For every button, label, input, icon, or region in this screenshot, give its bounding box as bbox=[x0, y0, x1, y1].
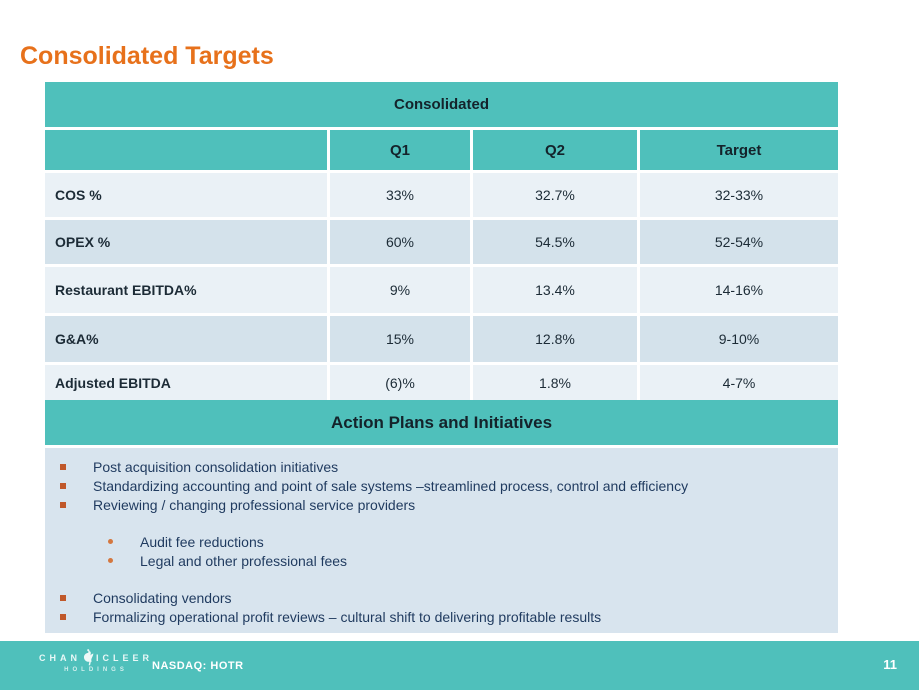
logo-text-left: CHAN bbox=[38, 652, 81, 663]
column-header-blank bbox=[45, 130, 327, 170]
cell-q1: (6)% bbox=[330, 365, 470, 401]
cell-target: 4-7% bbox=[640, 365, 838, 401]
square-bullet-icon bbox=[60, 463, 66, 470]
table-title: Consolidated bbox=[393, 96, 489, 113]
round-bullet-icon bbox=[108, 558, 113, 563]
logo-subtext: HOLDINGS bbox=[64, 667, 128, 673]
bullet-text: Consolidating vendors bbox=[93, 590, 232, 606]
row-label: OPEX % bbox=[45, 220, 327, 264]
bullet-text: Post acquisition consolidation initiativ… bbox=[93, 459, 339, 475]
row-label: Adjusted EBITDA bbox=[45, 365, 327, 401]
list-item: Formalizing operational profit reviews –… bbox=[45, 608, 838, 627]
sub-bullet-text: Audit fee reductions bbox=[140, 534, 264, 550]
list-item: Standardizing accounting and point of sa… bbox=[45, 477, 838, 496]
footer-bar: CHAN ICLEER HOLDINGS NASDAQ: HOTR 11 bbox=[0, 641, 919, 690]
row-label: G&A% bbox=[45, 316, 327, 362]
spacer bbox=[45, 571, 838, 589]
sub-list-item: Legal and other professional fees bbox=[93, 552, 838, 571]
square-bullet-icon bbox=[60, 594, 66, 601]
nasdaq-ticker: NASDAQ: HOTR bbox=[152, 660, 244, 672]
cell-target: 32-33% bbox=[640, 173, 838, 217]
column-header-q1: Q1 bbox=[330, 130, 470, 170]
round-bullet-icon bbox=[108, 539, 113, 544]
cell-target: 52-54% bbox=[640, 220, 838, 264]
cell-target: 14-16% bbox=[640, 267, 838, 313]
spacer bbox=[45, 515, 838, 533]
sub-list-item: Audit fee reductions bbox=[93, 533, 838, 552]
bullet-text: Standardizing accounting and point of sa… bbox=[93, 478, 689, 494]
sub-bullet-text: Legal and other professional fees bbox=[140, 553, 348, 569]
square-bullet-icon bbox=[60, 482, 66, 489]
logo-wordmark: CHAN ICLEER bbox=[36, 649, 156, 666]
cell-q2: 13.4% bbox=[473, 267, 637, 313]
page-number: 11 bbox=[883, 657, 897, 672]
cell-q1: 33% bbox=[330, 173, 470, 217]
row-label: COS % bbox=[45, 173, 327, 217]
cell-q2: 54.5% bbox=[473, 220, 637, 264]
square-bullet-icon bbox=[60, 501, 66, 508]
cell-q1: 60% bbox=[330, 220, 470, 264]
list-item: Reviewing / changing professional servic… bbox=[45, 496, 838, 515]
cell-q2: 1.8% bbox=[473, 365, 637, 401]
square-bullet-icon bbox=[60, 613, 66, 620]
list-item: Post acquisition consolidation initiativ… bbox=[45, 458, 838, 477]
cell-q1: 9% bbox=[330, 267, 470, 313]
action-plans-title: Action Plans and Initiatives bbox=[330, 412, 553, 432]
rooster-icon bbox=[83, 649, 94, 666]
chanticleer-logo: CHAN ICLEER HOLDINGS bbox=[36, 649, 156, 673]
column-header-q2: Q2 bbox=[473, 130, 637, 170]
cell-q2: 12.8% bbox=[473, 316, 637, 362]
consolidated-table: Q1 Q2 Target COS % 33% 32.7% 32-33% OPEX… bbox=[45, 130, 838, 401]
row-label: Restaurant EBITDA% bbox=[45, 267, 327, 313]
page-title: Consolidated Targets bbox=[20, 42, 274, 70]
logo-text-right: ICLEER bbox=[95, 652, 153, 663]
bullet-text: Formalizing operational profit reviews –… bbox=[93, 609, 602, 625]
action-plans-box: Post acquisition consolidation initiativ… bbox=[45, 448, 838, 633]
list-item: Consolidating vendors bbox=[45, 589, 838, 608]
cell-q1: 15% bbox=[330, 316, 470, 362]
cell-q2: 32.7% bbox=[473, 173, 637, 217]
column-header-target: Target bbox=[640, 130, 838, 170]
bullet-text: Reviewing / changing professional servic… bbox=[93, 497, 416, 513]
cell-target: 9-10% bbox=[640, 316, 838, 362]
table-title-banner: Consolidated bbox=[45, 82, 838, 127]
action-plans-title-banner: Action Plans and Initiatives bbox=[45, 400, 838, 445]
